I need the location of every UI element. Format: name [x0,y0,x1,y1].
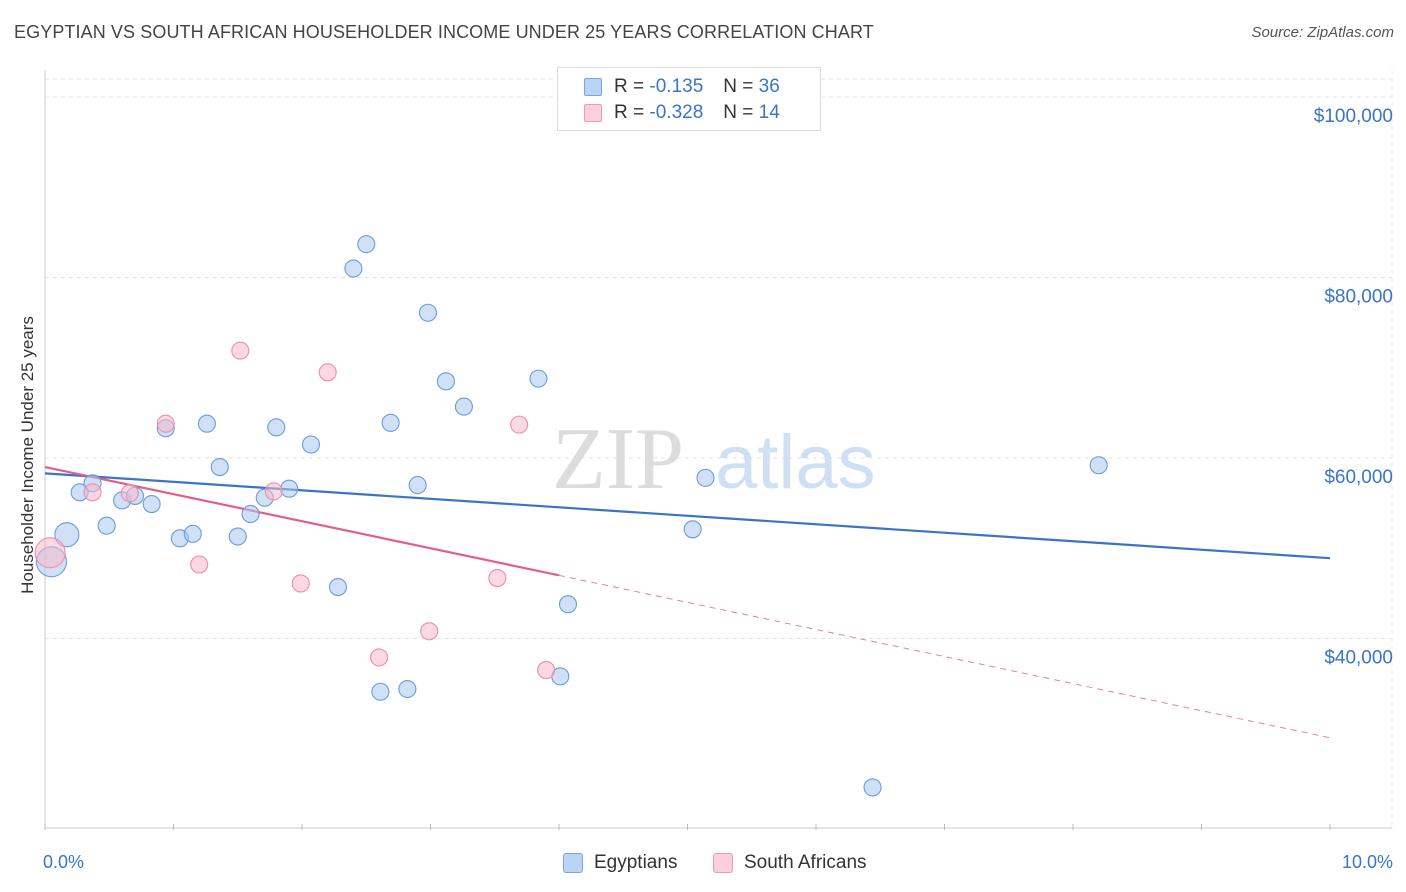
legend-n-label: N = [723,76,754,97]
legend-r-label: R = [614,102,645,123]
legend-r-value: -0.328 [649,102,704,123]
chart-title: EGYPTIAN VS SOUTH AFRICAN HOUSEHOLDER IN… [14,22,874,42]
trend-line-extension-south-africans [558,574,1331,739]
point-egyptians [241,504,260,524]
watermark-atlas: atlas [715,420,876,505]
legend-row-egyptians: R = -0.135 N = 36 [584,74,780,100]
legend-swatch-south-africans [713,853,733,873]
point-egyptians [142,494,161,514]
point-egyptians [863,778,882,797]
point-egyptians [301,435,321,454]
point-egyptians [398,679,417,699]
point-south-africans [190,555,209,574]
point-egyptians [381,413,400,432]
point-egyptians [1089,456,1108,475]
y-axis-label: Householder Income Under 25 years [18,316,37,594]
trend-line-south-africans [44,465,560,577]
legend-n-value: 14 [758,102,780,123]
watermark-zip: ZIP [552,411,684,508]
point-south-africans [120,484,139,503]
point-egyptians [328,578,348,597]
source-label: Source: ZipAtlas.com [1251,24,1394,41]
point-south-africans [231,341,250,360]
legend-r-label: R = [614,76,645,97]
legend-n-label: N = [723,102,754,123]
y-tick-labels: $40,000 $60,000 $80,000 $100,000 [1314,106,1393,668]
point-south-africans [370,648,389,667]
point-south-africans [420,622,439,641]
axes [44,70,1393,830]
point-egyptians [280,479,299,498]
y-tick-label: $80,000 [1324,287,1393,308]
point-egyptians [210,457,229,477]
point-egyptians [228,527,247,546]
point-south-africans [510,415,529,434]
point-egyptians [408,476,427,495]
y-tick-label: $60,000 [1324,467,1393,488]
point-south-africans [537,661,556,680]
y-tick-label: $40,000 [1324,648,1393,669]
legend-swatch-egyptians [563,853,583,873]
point-south-africans [318,363,337,382]
point-egyptians [436,372,455,391]
trend-line-egyptians [44,472,1331,560]
point-egyptians [418,303,437,322]
correlation-legend: R = -0.135 N = 36 R = -0.328 N = 14 [557,67,821,131]
point-egyptians [529,369,548,388]
legend-label-south-africans: South Africans [744,852,867,873]
y-tick-label: $100,000 [1314,106,1393,127]
point-egyptians [344,259,363,278]
legend-item-south-africans: South Africans [713,852,867,874]
grid-lines [45,78,1392,639]
legend-swatch-egyptians [584,78,602,96]
point-south-africans [264,482,283,501]
trend-lines [44,465,1331,739]
legend-row-south-africans: R = -0.328 N = 14 [584,100,780,126]
legend-n-value: 36 [758,76,780,97]
point-egyptians [54,522,80,548]
point-egyptians [454,397,473,416]
point-south-africans [156,414,175,433]
series-legend: Egyptians South Africans [0,852,1406,878]
x-tick-min: 0.0% [43,852,85,872]
x-tick-max: 10.0% [1341,852,1393,872]
point-egyptians [357,235,376,254]
point-egyptians [696,468,715,487]
point-egyptians [97,516,116,535]
point-egyptians [267,418,286,437]
watermark: ZIP atlas [552,411,876,508]
legend-r-value: -0.135 [649,76,704,97]
point-south-africans [83,483,102,502]
point-egyptians [558,595,578,614]
point-south-africans [488,568,507,588]
point-egyptians [197,414,216,433]
point-south-africans [34,537,66,569]
point-egyptians [183,524,202,543]
point-south-africans [291,574,310,593]
legend-label-egyptians: Egyptians [594,852,678,873]
data-points [34,235,1108,797]
legend-item-egyptians: Egyptians [563,852,677,874]
point-egyptians [683,520,702,539]
point-egyptians [371,682,390,701]
legend-swatch-south-africans [584,104,602,122]
